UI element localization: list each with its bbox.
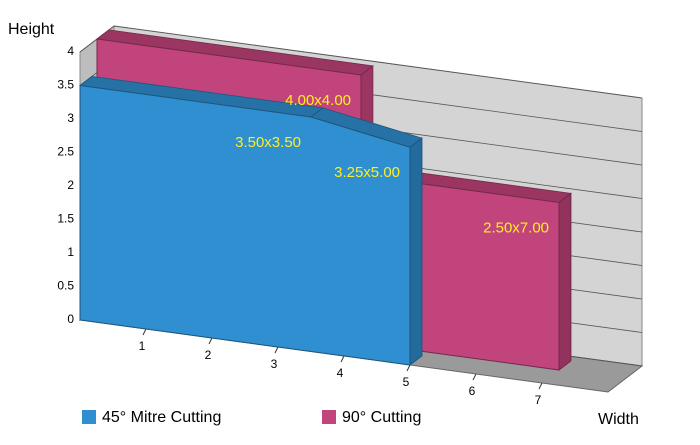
x-tick-label: 2 — [205, 348, 212, 362]
annotation: 4.00x4.00 — [285, 92, 351, 109]
x-tick-label: 4 — [337, 366, 344, 380]
y-tick-label: 3.5 — [57, 78, 74, 92]
legend-swatch — [322, 410, 336, 424]
x-tick — [142, 328, 147, 336]
annotation: 2.50x7.00 — [483, 219, 549, 236]
area-side — [409, 137, 423, 367]
legend-label: 90° Cutting — [342, 409, 421, 426]
x-tick — [472, 373, 477, 381]
x-tick-label: 5 — [403, 375, 410, 389]
x-tick-label: 1 — [139, 339, 146, 353]
annotation: 3.50x3.50 — [235, 134, 301, 151]
y-tick-label: 1 — [67, 245, 74, 259]
x-tick-label: 7 — [535, 393, 542, 407]
y-axis-title: Height — [8, 21, 55, 38]
legend-label: 45° Mitre Cutting — [102, 409, 221, 426]
y-tick-label: 3 — [67, 111, 74, 125]
y-tick-label: 2 — [67, 178, 74, 192]
x-tick — [274, 346, 279, 354]
y-tick-label: 0 — [67, 312, 74, 326]
area-side — [558, 192, 572, 372]
x-tick-label: 6 — [469, 384, 476, 398]
y-tick-label: 0.5 — [57, 279, 74, 293]
x-tick — [208, 337, 213, 345]
x-tick-label: 3 — [271, 357, 278, 371]
y-tick-label: 2.5 — [57, 145, 74, 159]
area — [79, 84, 411, 366]
x-tick — [538, 382, 543, 390]
y-tick-label: 1.5 — [57, 212, 74, 226]
x-axis-title: Width — [598, 411, 639, 428]
annotation: 3.25x5.00 — [334, 164, 400, 181]
y-tick-label: 4 — [67, 44, 74, 58]
x-tick — [340, 355, 345, 363]
grid-line — [79, 25, 643, 99]
legend-swatch — [82, 410, 96, 424]
